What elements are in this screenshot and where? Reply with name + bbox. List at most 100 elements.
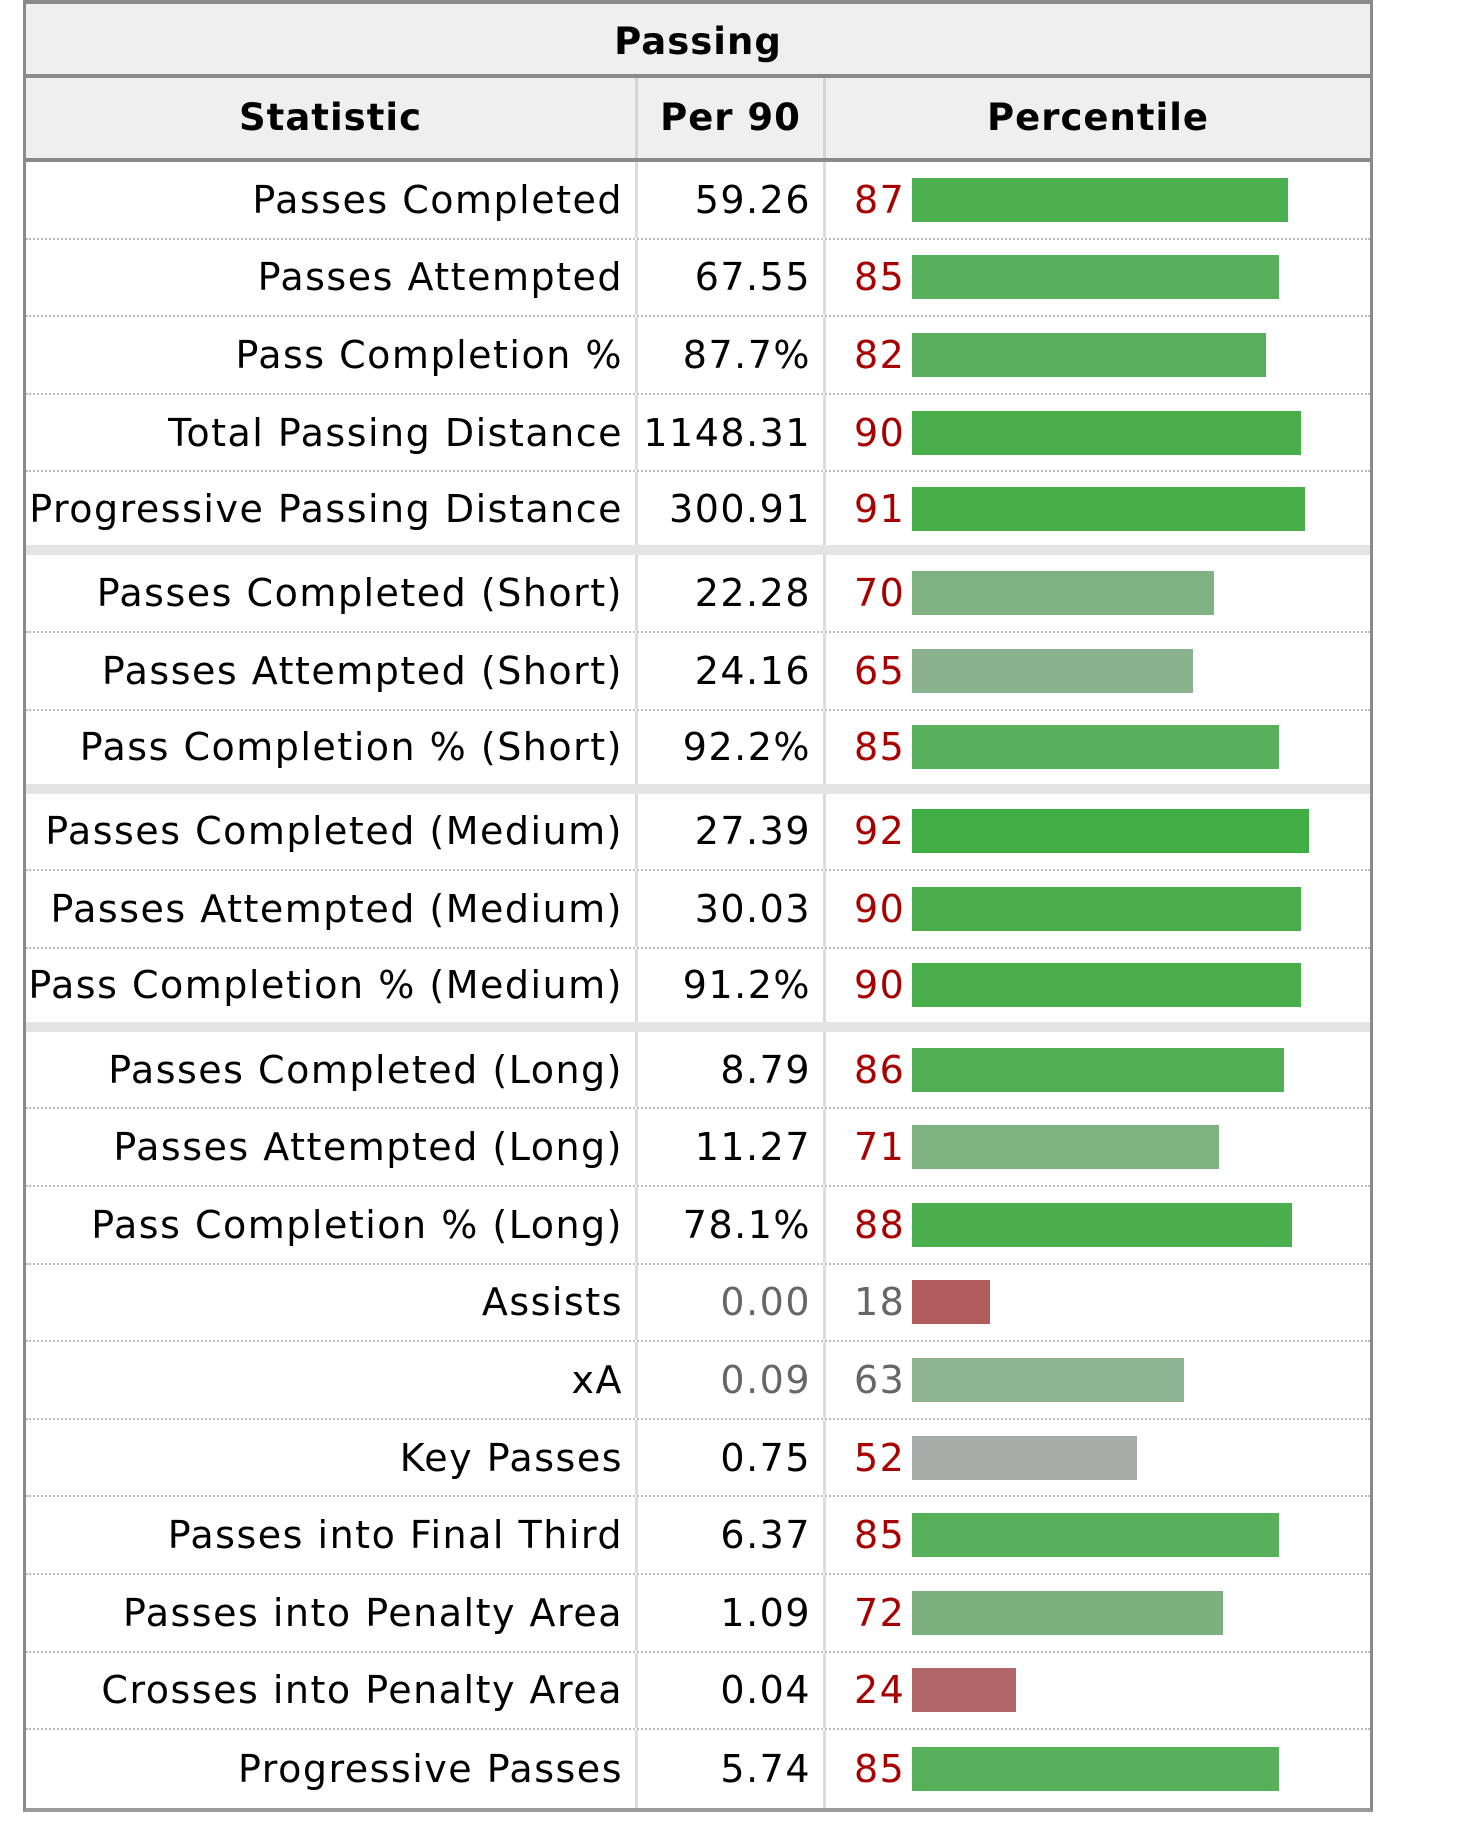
percentile-bar-track: [912, 486, 1352, 531]
percentile-bar: [912, 1590, 1224, 1635]
percentile-cell: 18: [823, 1264, 1370, 1341]
percentile-cell: 88: [823, 1186, 1370, 1263]
per90-cell: 87.7%: [635, 317, 823, 393]
percentile-cell: 90: [823, 948, 1370, 1022]
stat-name: Passes Completed: [252, 177, 623, 222]
per90-cell: 11.27: [635, 1109, 823, 1185]
percentile-bar-track: [912, 1513, 1352, 1558]
per90-value: 6.37: [720, 1513, 811, 1558]
table-row: Passes Completed (Long) 8.79 86: [26, 1031, 1370, 1110]
stat-name: Passes into Final Third: [167, 1513, 623, 1558]
stat-name: Passes Attempted (Medium): [50, 886, 623, 931]
percentile-bar-track: [912, 1668, 1352, 1713]
header-percentile[interactable]: Percentile: [823, 78, 1370, 158]
percentile-bar-track: [912, 332, 1352, 377]
percentile-value: 52: [854, 1435, 906, 1480]
percentile-bar: [912, 886, 1301, 931]
table-row: Progressive Passes 5.74 85: [26, 1730, 1370, 1808]
percentile-bar: [912, 332, 1267, 377]
percentile-bar: [912, 1513, 1280, 1558]
percentile-bar: [912, 809, 1310, 854]
table-body: Passes Completed 59.26 87 Passes Attempted 6…: [26, 162, 1370, 1808]
percentile-cell: 87: [823, 162, 1370, 238]
per90-value: 5.74: [720, 1746, 811, 1791]
percentile-bar-track: [912, 571, 1352, 616]
percentile-value: 85: [854, 1513, 906, 1558]
per90-value: 30.03: [694, 886, 811, 931]
per90-value: 8.79: [720, 1047, 811, 1092]
percentile-bar: [912, 725, 1280, 770]
percentile-bar: [912, 177, 1288, 222]
table-row: Progressive Passing Distance 300.91 91: [26, 472, 1370, 556]
stat-name: Passes Completed (Medium): [45, 809, 623, 854]
percentile-cell: 85: [823, 1497, 1370, 1573]
percentile-value: 91: [854, 486, 906, 531]
percentile-cell: 82: [823, 317, 1370, 393]
percentile-bar-track: [912, 809, 1352, 854]
per90-value: 27.39: [694, 809, 811, 854]
stat-name: Pass Completion %: [235, 332, 623, 377]
per90-value: 92.2%: [682, 725, 811, 770]
per90-cell: 0.09: [635, 1342, 823, 1418]
stat-name: Passes Completed (Long): [108, 1047, 623, 1092]
percentile-bar: [912, 410, 1301, 455]
table-row: Passes Attempted (Short) 24.16 65: [26, 632, 1370, 711]
per90-cell: 6.37: [635, 1497, 823, 1573]
stat-name: Total Passing Distance: [168, 410, 623, 455]
per90-value: 1.09: [720, 1590, 811, 1635]
table-row: Pass Completion % (Long) 78.1% 88: [26, 1186, 1370, 1265]
per90-cell: 1.09: [635, 1574, 823, 1651]
percentile-value: 90: [854, 410, 906, 455]
percentile-cell: 85: [823, 239, 1370, 316]
percentile-bar: [912, 648, 1193, 693]
percentile-value: 18: [854, 1280, 906, 1325]
stat-name: Passes Attempted (Long): [113, 1125, 623, 1170]
percentile-cell: 90: [823, 394, 1370, 471]
header-statistic[interactable]: Statistic: [239, 96, 422, 139]
stat-name: Passes Completed (Short): [96, 571, 623, 616]
per90-value: 0.00: [720, 1280, 811, 1325]
percentile-bar: [912, 1668, 1016, 1713]
stat-name: Passes Attempted: [257, 255, 623, 300]
percentile-value: 87: [854, 177, 906, 222]
table-row: Assists 0.00 18: [26, 1264, 1370, 1343]
percentile-bar-track: [912, 410, 1352, 455]
percentile-bar: [912, 1202, 1293, 1247]
per90-cell: 67.55: [635, 239, 823, 316]
percentile-value: 85: [854, 725, 906, 770]
table-row: Passes Attempted 67.55 85: [26, 239, 1370, 318]
stat-name: Key Passes: [399, 1435, 623, 1480]
percentile-value: 72: [854, 1590, 906, 1635]
per90-value: 91.2%: [682, 963, 811, 1008]
percentile-bar-track: [912, 1202, 1352, 1247]
percentile-value: 90: [854, 963, 906, 1008]
stat-name: Passes Attempted (Short): [101, 648, 623, 693]
percentile-bar: [912, 1435, 1137, 1480]
percentile-cell: 85: [823, 710, 1370, 784]
percentile-bar-track: [912, 1357, 1352, 1402]
per90-cell: 0.04: [635, 1652, 823, 1729]
per90-value: 59.26: [694, 177, 811, 222]
percentile-value: 86: [854, 1047, 906, 1092]
per90-value: 0.75: [720, 1435, 811, 1480]
table-row: Passes into Final Third 6.37 85: [26, 1497, 1370, 1575]
stat-name: Passes into Penalty Area: [123, 1590, 623, 1635]
stat-name: Progressive Passing Distance: [29, 486, 623, 531]
table-row: Pass Completion % (Short) 92.2% 85: [26, 710, 1370, 794]
table-row: Passes Attempted (Long) 11.27 71: [26, 1109, 1370, 1187]
percentile-bar-track: [912, 1746, 1352, 1791]
stat-name: Crosses into Penalty Area: [101, 1668, 623, 1713]
percentile-bar: [912, 1125, 1219, 1170]
per90-value: 87.7%: [682, 332, 811, 377]
per90-cell: 92.2%: [635, 710, 823, 784]
percentile-value: 82: [854, 332, 906, 377]
percentile-bar-track: [912, 1590, 1352, 1635]
per90-value: 78.1%: [682, 1202, 811, 1247]
percentile-cell: 91: [823, 472, 1370, 546]
percentile-value: 70: [854, 571, 906, 616]
percentile-cell: 85: [823, 1730, 1370, 1808]
header-per90[interactable]: Per 90: [635, 78, 823, 158]
per90-value: 0.09: [720, 1357, 811, 1402]
per90-cell: 300.91: [635, 472, 823, 546]
per90-value: 24.16: [694, 648, 811, 693]
